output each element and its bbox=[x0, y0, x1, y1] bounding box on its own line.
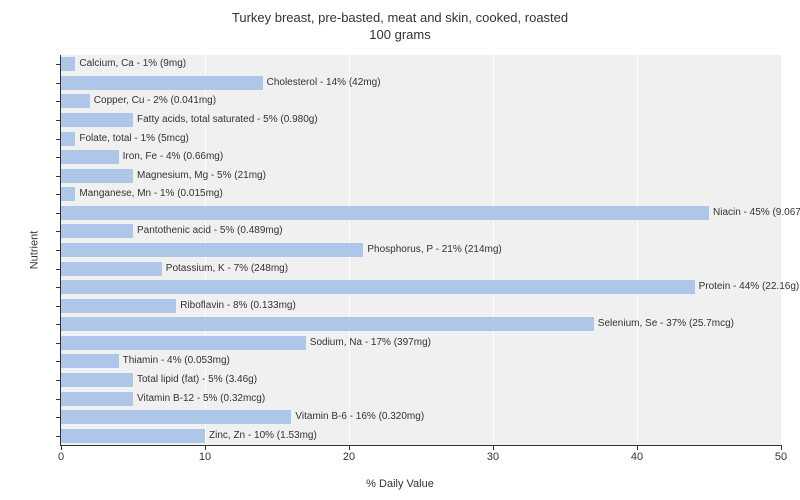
bar bbox=[61, 76, 263, 90]
bar-label: Riboflavin - 8% (0.133mg) bbox=[180, 299, 296, 313]
bar bbox=[61, 392, 133, 406]
bar-label: Thiamin - 4% (0.053mg) bbox=[123, 354, 230, 368]
bar-label: Total lipid (fat) - 5% (3.46g) bbox=[137, 373, 257, 387]
bar-label: Phosphorus, P - 21% (214mg) bbox=[367, 243, 501, 257]
bar-label: Copper, Cu - 2% (0.041mg) bbox=[94, 94, 216, 108]
bar bbox=[61, 169, 133, 183]
bar bbox=[61, 243, 363, 257]
bar-label: Potassium, K - 7% (248mg) bbox=[166, 262, 288, 276]
bar bbox=[61, 373, 133, 387]
bar bbox=[61, 354, 119, 368]
y-axis-label: Nutrient bbox=[28, 231, 40, 270]
x-tick-label: 40 bbox=[631, 451, 643, 463]
x-tick bbox=[349, 445, 350, 450]
bar-label: Calcium, Ca - 1% (9mg) bbox=[79, 57, 186, 71]
x-tick bbox=[637, 445, 638, 450]
bar bbox=[61, 206, 709, 220]
bar-label: Selenium, Se - 37% (25.7mcg) bbox=[598, 317, 734, 331]
bar-label: Vitamin B-6 - 16% (0.320mg) bbox=[295, 410, 424, 424]
bar-label: Fatty acids, total saturated - 5% (0.980… bbox=[137, 113, 318, 127]
bar bbox=[61, 150, 119, 164]
x-tick bbox=[205, 445, 206, 450]
chart-title: Turkey breast, pre-basted, meat and skin… bbox=[0, 0, 800, 44]
bar-label: Niacin - 45% (9.067mg) bbox=[713, 206, 800, 220]
x-tick bbox=[61, 445, 62, 450]
bar-label: Manganese, Mn - 1% (0.015mg) bbox=[79, 187, 222, 201]
bar bbox=[61, 262, 162, 276]
bar bbox=[61, 132, 75, 146]
bar-label: Sodium, Na - 17% (397mg) bbox=[310, 336, 431, 350]
bar bbox=[61, 429, 205, 443]
bar bbox=[61, 280, 695, 294]
x-tick-label: 10 bbox=[199, 451, 211, 463]
x-tick bbox=[493, 445, 494, 450]
x-tick-label: 20 bbox=[343, 451, 355, 463]
bar bbox=[61, 299, 176, 313]
bar bbox=[61, 187, 75, 201]
bar-label: Zinc, Zn - 10% (1.53mg) bbox=[209, 429, 317, 443]
bar-label: Iron, Fe - 4% (0.66mg) bbox=[123, 150, 224, 164]
bar bbox=[61, 94, 90, 108]
chart-container: Turkey breast, pre-basted, meat and skin… bbox=[0, 0, 800, 500]
bar-label: Vitamin B-12 - 5% (0.32mcg) bbox=[137, 392, 265, 406]
bar bbox=[61, 224, 133, 238]
bar bbox=[61, 410, 291, 424]
bar-label: Protein - 44% (22.16g) bbox=[699, 280, 800, 294]
bar-label: Folate, total - 1% (5mcg) bbox=[79, 132, 188, 146]
x-tick-label: 0 bbox=[58, 451, 64, 463]
x-tick-label: 50 bbox=[775, 451, 787, 463]
bar bbox=[61, 57, 75, 71]
bar-label: Pantothenic acid - 5% (0.489mg) bbox=[137, 224, 283, 238]
x-tick bbox=[781, 445, 782, 450]
gridline bbox=[637, 55, 638, 445]
bar bbox=[61, 317, 594, 331]
title-line1: Turkey breast, pre-basted, meat and skin… bbox=[232, 10, 568, 25]
gridline bbox=[781, 55, 782, 445]
x-axis-label: % Daily Value bbox=[366, 478, 434, 490]
title-line2: 100 grams bbox=[369, 27, 430, 42]
bar bbox=[61, 113, 133, 127]
bar-label: Magnesium, Mg - 5% (21mg) bbox=[137, 169, 266, 183]
x-tick-label: 30 bbox=[487, 451, 499, 463]
bar-label: Cholesterol - 14% (42mg) bbox=[267, 76, 381, 90]
bar bbox=[61, 336, 306, 350]
plot-area: 01020304050Calcium, Ca - 1% (9mg)Cholest… bbox=[60, 55, 781, 446]
